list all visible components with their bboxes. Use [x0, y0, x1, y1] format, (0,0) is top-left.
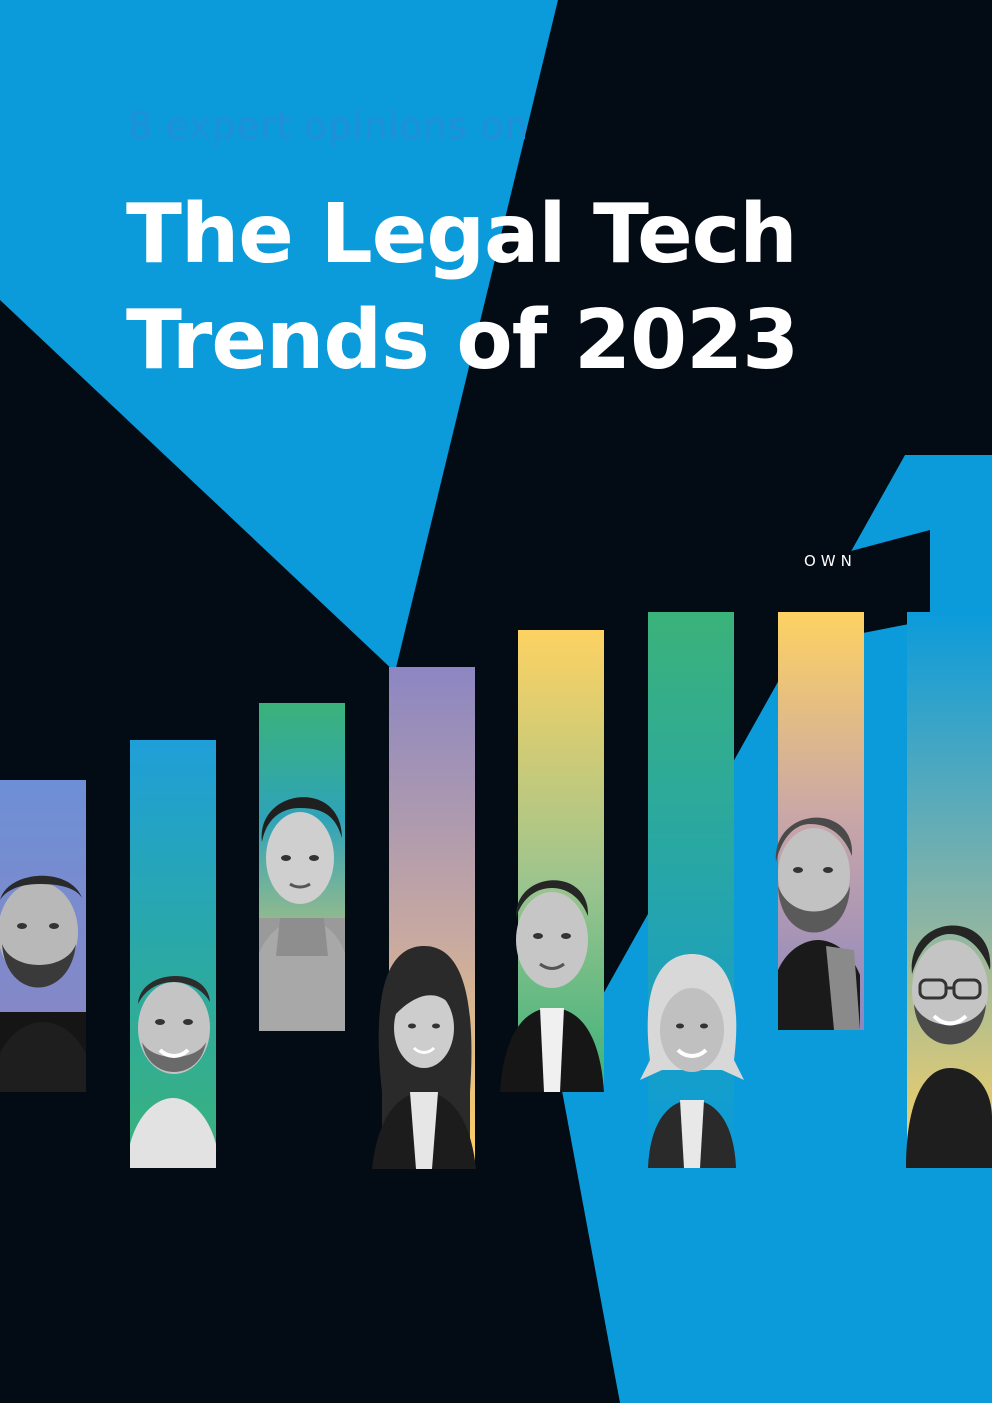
dark-band-lower: [0, 1080, 620, 1403]
bar-6: [648, 612, 734, 1168]
portrait-7: [764, 800, 864, 1030]
portrait-6: [640, 950, 744, 1168]
portrait-2: [130, 958, 216, 1168]
portrait-5: [500, 856, 604, 1092]
portrait-8: [892, 908, 992, 1168]
portrait-4: [372, 942, 476, 1169]
black-wedge: [0, 530, 930, 800]
blue-facet-top-left: [0, 0, 558, 672]
cover-title-line-2: Trends of 2023: [126, 293, 799, 388]
portrait-3: [250, 778, 350, 1031]
cover-title-line-1: The Legal Tech: [126, 187, 798, 282]
cover-kicker: 8 expert opinions on: [128, 104, 529, 148]
bar-2: [130, 740, 216, 1168]
portrait-1: [0, 862, 86, 1092]
cover-title: The Legal Tech Trends of 2023: [126, 182, 799, 394]
brand-logo: OWN: [804, 552, 857, 570]
